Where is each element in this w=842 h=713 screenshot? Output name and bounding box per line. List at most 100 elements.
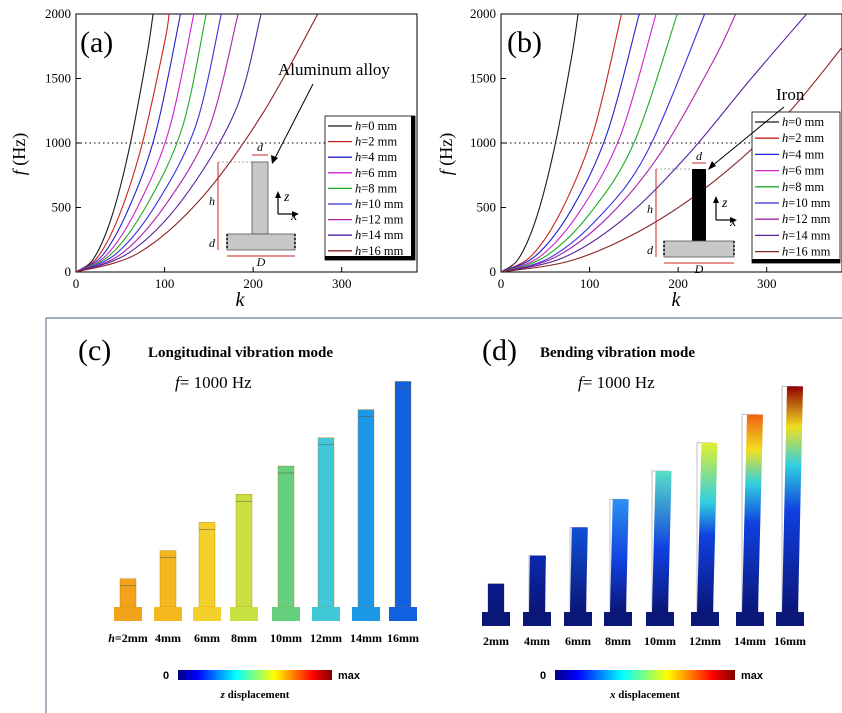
series-line-8 xyxy=(501,47,842,272)
beam-label: 10mm xyxy=(270,631,302,645)
y-tick-label: 1000 xyxy=(45,135,71,150)
beam-base xyxy=(776,612,804,626)
panel-a-series xyxy=(76,14,319,272)
series-line-7 xyxy=(76,14,262,272)
panel-c-colorbar-max: max xyxy=(338,670,361,682)
legend-label: h=10 mm xyxy=(355,197,404,211)
y-tick-label: 0 xyxy=(65,264,72,279)
panel-d-title: Bending vibration mode xyxy=(540,345,695,361)
legend-label: h=8 mm xyxy=(355,181,397,195)
beam-base xyxy=(230,607,258,621)
panel-a-legend: h=0 mm h=2 mmh=4 mm h=6 mmh=8 mm h=10 mm h=1… xyxy=(324,115,416,261)
beam-base xyxy=(646,612,674,626)
beam-label: 16mm xyxy=(774,634,806,648)
legend-label: h=6 mm xyxy=(355,166,397,180)
beam-label: 8mm xyxy=(605,634,631,648)
y-tick-label: 1500 xyxy=(45,71,71,86)
panel-d-label: (d) xyxy=(482,334,517,367)
panel-b-inset: d h d D z x Iron xyxy=(647,85,805,276)
panel-c-colorbar-axis: z xyxy=(220,689,226,701)
panel-a-y-axis-symbol: f xyxy=(9,167,29,175)
legend-label: h=0 mm xyxy=(782,115,824,129)
beam-label: 12mm xyxy=(310,631,342,645)
panel-d-frequency-value: = 1000 Hz xyxy=(583,373,655,392)
panel-c-frequency: f= 1000 Hz xyxy=(175,373,252,392)
series-line-8 xyxy=(76,14,319,272)
x-tick-label: 0 xyxy=(73,276,80,291)
panel-a-y-axis-label: f (Hz) xyxy=(9,133,30,176)
panel-d-colorbar-text: displacement xyxy=(616,689,681,701)
series-line-0 xyxy=(76,14,154,272)
beam-base xyxy=(114,607,142,621)
panel-a-label: (a) xyxy=(80,26,113,59)
beam-label: 6mm xyxy=(194,631,220,645)
panel-c-colorbar-min: 0 xyxy=(163,670,169,682)
beam-stem xyxy=(652,471,672,612)
series-line-2 xyxy=(76,14,182,272)
panel-b-x-axis-label: k xyxy=(672,289,682,311)
beam-base xyxy=(352,607,380,621)
panel-b-dim-d: d xyxy=(696,149,703,163)
series-line-4 xyxy=(501,14,678,272)
beam-base xyxy=(736,612,764,626)
panel-d-frequency-symbol: f xyxy=(578,373,585,392)
y-tick-label: 2000 xyxy=(470,6,496,21)
beam-stem xyxy=(317,437,335,608)
beam-base xyxy=(272,607,300,621)
beam-label: 8mm xyxy=(231,631,257,645)
series-line-2 xyxy=(501,14,640,272)
beam-base xyxy=(523,612,551,626)
legend-label: h=10 mm xyxy=(782,196,831,210)
panel-c-beam-labels: h=2mm 4mm 6mm 8mm 10mm 12mm 14mm 16mm xyxy=(108,631,419,645)
beam-label: 6mm xyxy=(565,634,591,648)
y-tick-label: 500 xyxy=(477,200,497,215)
panel-c-colorbar xyxy=(178,670,332,680)
series-line-0 xyxy=(501,14,579,272)
panel-a-x-axis-label: k xyxy=(236,289,246,311)
beam-base xyxy=(691,612,719,626)
beam-stem xyxy=(570,527,588,612)
beam-stem xyxy=(277,465,295,608)
beam-base xyxy=(564,612,592,626)
panel-b-label: (b) xyxy=(507,26,542,59)
panel-d-colorbar-max: max xyxy=(741,670,764,682)
panel-c-label: (c) xyxy=(78,334,111,367)
panel-b-y-axis-symbol: f xyxy=(436,167,456,175)
series-line-1 xyxy=(501,14,623,272)
beam-label: 2mm xyxy=(483,634,509,648)
panel-b-y-axis-label: f (Hz) xyxy=(436,133,457,176)
series-line-4 xyxy=(76,14,207,272)
legend-label: h=8 mm xyxy=(782,180,824,194)
panel-b-series xyxy=(501,14,842,272)
panel-c-colorbar-text: displacement xyxy=(225,689,290,701)
panel-b-y-axis-unit: (Hz) xyxy=(436,133,457,166)
series-line-6 xyxy=(501,14,737,272)
beam-stem xyxy=(488,583,504,612)
beam-label: 12mm xyxy=(689,634,721,648)
panel-a-dim-d: d xyxy=(257,140,264,154)
panel-d: (d) Bending vibration mode f= 1000 Hz 2m… xyxy=(482,334,806,701)
beam-stem xyxy=(610,499,629,612)
legend-label: h=6 mm xyxy=(782,164,824,178)
panel-b-material-label: Iron xyxy=(776,85,805,104)
x-tick-label: 200 xyxy=(668,276,688,291)
panel-d-colorbar-min: 0 xyxy=(540,670,546,682)
panel-b-axis-z: z xyxy=(721,196,728,211)
y-tick-label: 1500 xyxy=(470,71,496,86)
panel-c-colorbar-label: z displacement xyxy=(220,689,290,701)
panel-b-dim-h: h xyxy=(647,202,653,216)
beam-stem xyxy=(198,522,216,608)
panel-d-beams xyxy=(482,386,804,626)
panel-a-dim-d-base: d xyxy=(209,236,216,250)
y-tick-label: 0 xyxy=(490,264,497,279)
x-tick-label: 0 xyxy=(498,276,505,291)
panel-d-colorbar-axis: x xyxy=(609,689,616,701)
beam-stem xyxy=(159,550,177,608)
x-tick-label: 100 xyxy=(580,276,600,291)
panel-a-inset: d h d D z x Aluminum alloy xyxy=(209,60,390,269)
beam-stem xyxy=(697,442,718,612)
panel-c-frequency-value: = 1000 Hz xyxy=(180,373,252,392)
panel-b-dim-D: D xyxy=(694,262,704,276)
x-tick-label: 300 xyxy=(757,276,777,291)
beam-base xyxy=(389,607,417,621)
